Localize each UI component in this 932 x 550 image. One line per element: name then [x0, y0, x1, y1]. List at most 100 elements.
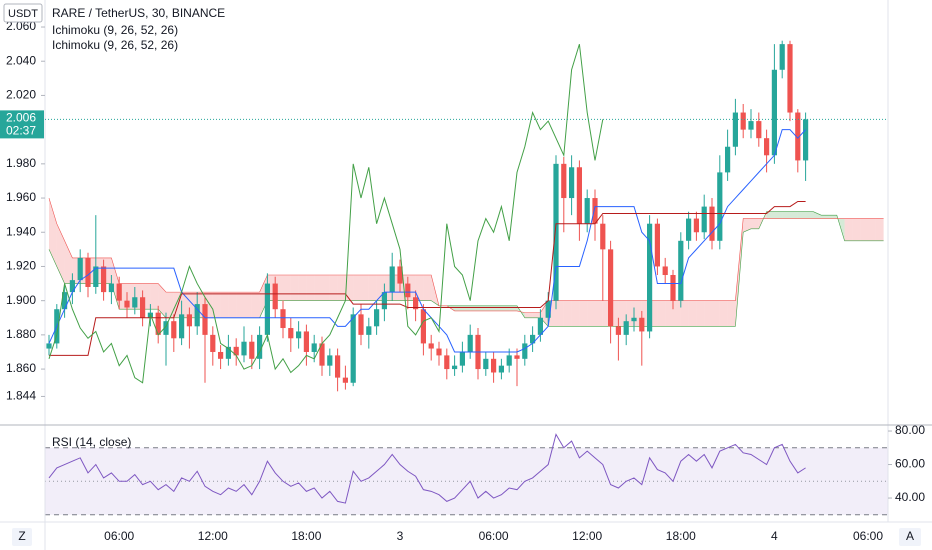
- cloud-segment: [220, 292, 229, 318]
- x-tick-label: 06:00: [104, 529, 134, 543]
- last-price-box: [0, 110, 44, 139]
- rsi-tick-label: 60.00: [895, 457, 925, 471]
- candle-body: [210, 334, 216, 352]
- cloud-segment: [571, 300, 580, 327]
- currency-label: USDT: [8, 8, 38, 20]
- candle-body: [748, 121, 754, 130]
- candle-body: [608, 249, 614, 327]
- candle-body: [764, 138, 770, 156]
- cloud-segment: [712, 300, 720, 327]
- cloud-segment: [329, 275, 338, 301]
- indicator-line: [48, 129, 806, 353]
- cloud-segment: [829, 215, 837, 219]
- x-tick-label: 06:00: [853, 529, 883, 543]
- candle-body: [288, 328, 294, 339]
- cloud-segment: [657, 300, 666, 327]
- candle-body: [795, 112, 801, 161]
- candle-body: [693, 218, 699, 233]
- y-tick-label: 1.940: [6, 224, 36, 238]
- overlay-legend: Ichimoku (9, 26, 52, 26): [52, 23, 178, 37]
- candle-body: [233, 346, 239, 356]
- candle-body: [771, 69, 777, 156]
- auto-button[interactable]: [899, 528, 921, 546]
- cloud-segment: [868, 218, 876, 241]
- y-tick-label: 1.860: [6, 361, 36, 375]
- cloud-segment: [353, 275, 361, 301]
- cloud-segment: [766, 211, 775, 219]
- x-tick-label: 12:00: [572, 529, 602, 543]
- candle-body: [303, 331, 309, 352]
- cloud-segment: [813, 211, 822, 219]
- candle-body: [483, 358, 489, 370]
- candle-body: [342, 377, 348, 383]
- cloud-segment: [665, 300, 673, 327]
- candle-body: [381, 292, 387, 310]
- candle-body: [218, 351, 224, 359]
- candle-body: [319, 343, 325, 366]
- candle-body: [335, 355, 341, 378]
- candle-body: [444, 355, 450, 370]
- candle-body: [264, 283, 270, 335]
- candle-body: [506, 355, 512, 366]
- cloud-segment: [361, 275, 369, 301]
- rsi-line: [48, 433, 806, 504]
- candle-body: [459, 351, 465, 366]
- cloud-segment: [844, 218, 853, 241]
- candle-body: [249, 341, 255, 359]
- cloud-segment: [875, 218, 884, 241]
- candle-body: [171, 321, 177, 339]
- cloud-segment: [618, 300, 627, 327]
- candle-body: [452, 365, 458, 370]
- cloud-segment: [212, 292, 221, 318]
- overlay-legend: Ichimoku (9, 26, 52, 26): [52, 38, 178, 52]
- candle-body: [537, 317, 543, 335]
- indicator-line: [48, 43, 604, 384]
- currency-box[interactable]: [3, 3, 43, 23]
- candle-body: [670, 275, 676, 301]
- cloud-segment: [251, 292, 260, 318]
- candle-body: [803, 119, 809, 161]
- candle-body: [257, 334, 263, 359]
- indicator-line: [49, 200, 806, 356]
- candle-body: [85, 257, 91, 287]
- x-tick-label: 4: [771, 529, 778, 543]
- cloud-segment: [236, 292, 244, 318]
- cloud-segment: [166, 292, 174, 318]
- candle-body: [779, 44, 785, 70]
- candle-body: [405, 283, 411, 298]
- cloud-segment: [532, 312, 541, 318]
- candle-body: [296, 331, 302, 339]
- cloud-segment: [790, 211, 798, 219]
- candle-body: [69, 280, 75, 293]
- cloud-segment: [587, 300, 595, 327]
- cloud-segment: [774, 211, 783, 219]
- cloud-segment: [509, 305, 517, 311]
- candle-body: [545, 300, 551, 318]
- candle-body: [686, 218, 692, 241]
- candle-body: [163, 321, 169, 335]
- cloud-segment: [337, 275, 346, 301]
- cloud-segment: [556, 300, 564, 327]
- cloud-segment: [485, 305, 494, 311]
- candle-body: [623, 321, 629, 335]
- cloud-segment: [423, 275, 432, 301]
- candle-body: [436, 348, 442, 356]
- scale-button[interactable]: [12, 528, 32, 546]
- cloud-segment: [306, 275, 315, 301]
- cloud-segment: [150, 283, 159, 310]
- candle-body: [350, 314, 356, 383]
- candle-body: [225, 346, 231, 359]
- candle-body: [615, 326, 621, 335]
- cloud-segment: [49, 198, 57, 267]
- candle-body: [740, 112, 746, 130]
- cloud-segment: [290, 275, 299, 301]
- candle-body: [631, 317, 637, 322]
- cloud-segment: [696, 300, 705, 327]
- candle-body: [194, 304, 200, 327]
- candle-body: [280, 309, 286, 329]
- candle-body: [140, 297, 146, 318]
- cloud-segment: [470, 305, 478, 311]
- candle-body: [725, 146, 731, 173]
- candle-body: [491, 358, 497, 373]
